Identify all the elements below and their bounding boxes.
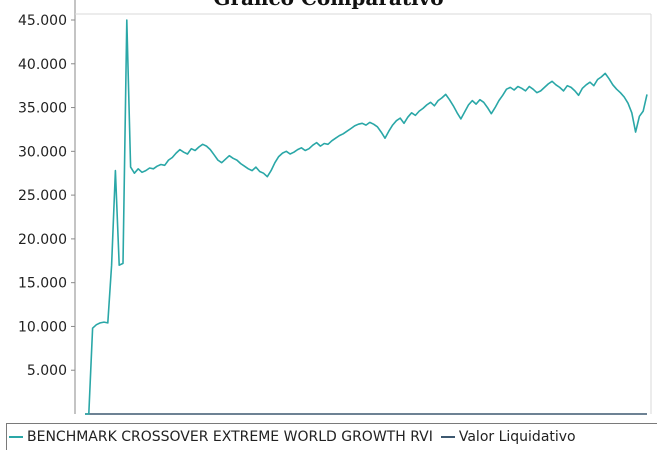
legend-label: Valor Liquidativo bbox=[458, 429, 576, 445]
y-tick-label: 35.000 bbox=[18, 101, 67, 117]
y-tick-label: 5.000 bbox=[27, 363, 67, 379]
y-tick-label: 25.000 bbox=[18, 188, 67, 204]
chart-legend: BENCHMARK CROSSOVER EXTREME WORLD GROWTH… bbox=[6, 423, 657, 450]
legend-swatch bbox=[9, 436, 23, 438]
y-axis: 5.000 10.000 15.000 20.000 25.000 30.000 35.00… bbox=[18, 0, 652, 414]
y-tick-label: 10.000 bbox=[18, 319, 67, 335]
y-tick-label: 15.000 bbox=[18, 276, 67, 292]
y-tick-label: 45.000 bbox=[18, 13, 67, 29]
series-line bbox=[85, 19, 648, 415]
legend-item: Valor Liquidativo bbox=[439, 429, 576, 445]
legend-swatch bbox=[440, 436, 455, 438]
legend-item: BENCHMARK CROSSOVER EXTREME WORLD GROWTH… bbox=[7, 429, 433, 445]
chart-title: Grafico Comparativo bbox=[0, 0, 657, 10]
legend-label: BENCHMARK CROSSOVER EXTREME WORLD GROWTH… bbox=[27, 429, 433, 445]
series-layer bbox=[85, 19, 648, 415]
line-chart: 5.000 10.000 15.000 20.000 25.000 30.000 35.00… bbox=[18, 0, 652, 415]
y-tick-label: 30.000 bbox=[18, 144, 67, 160]
y-tick-label: 20.000 bbox=[18, 232, 67, 248]
y-tick-label: 40.000 bbox=[18, 57, 67, 73]
